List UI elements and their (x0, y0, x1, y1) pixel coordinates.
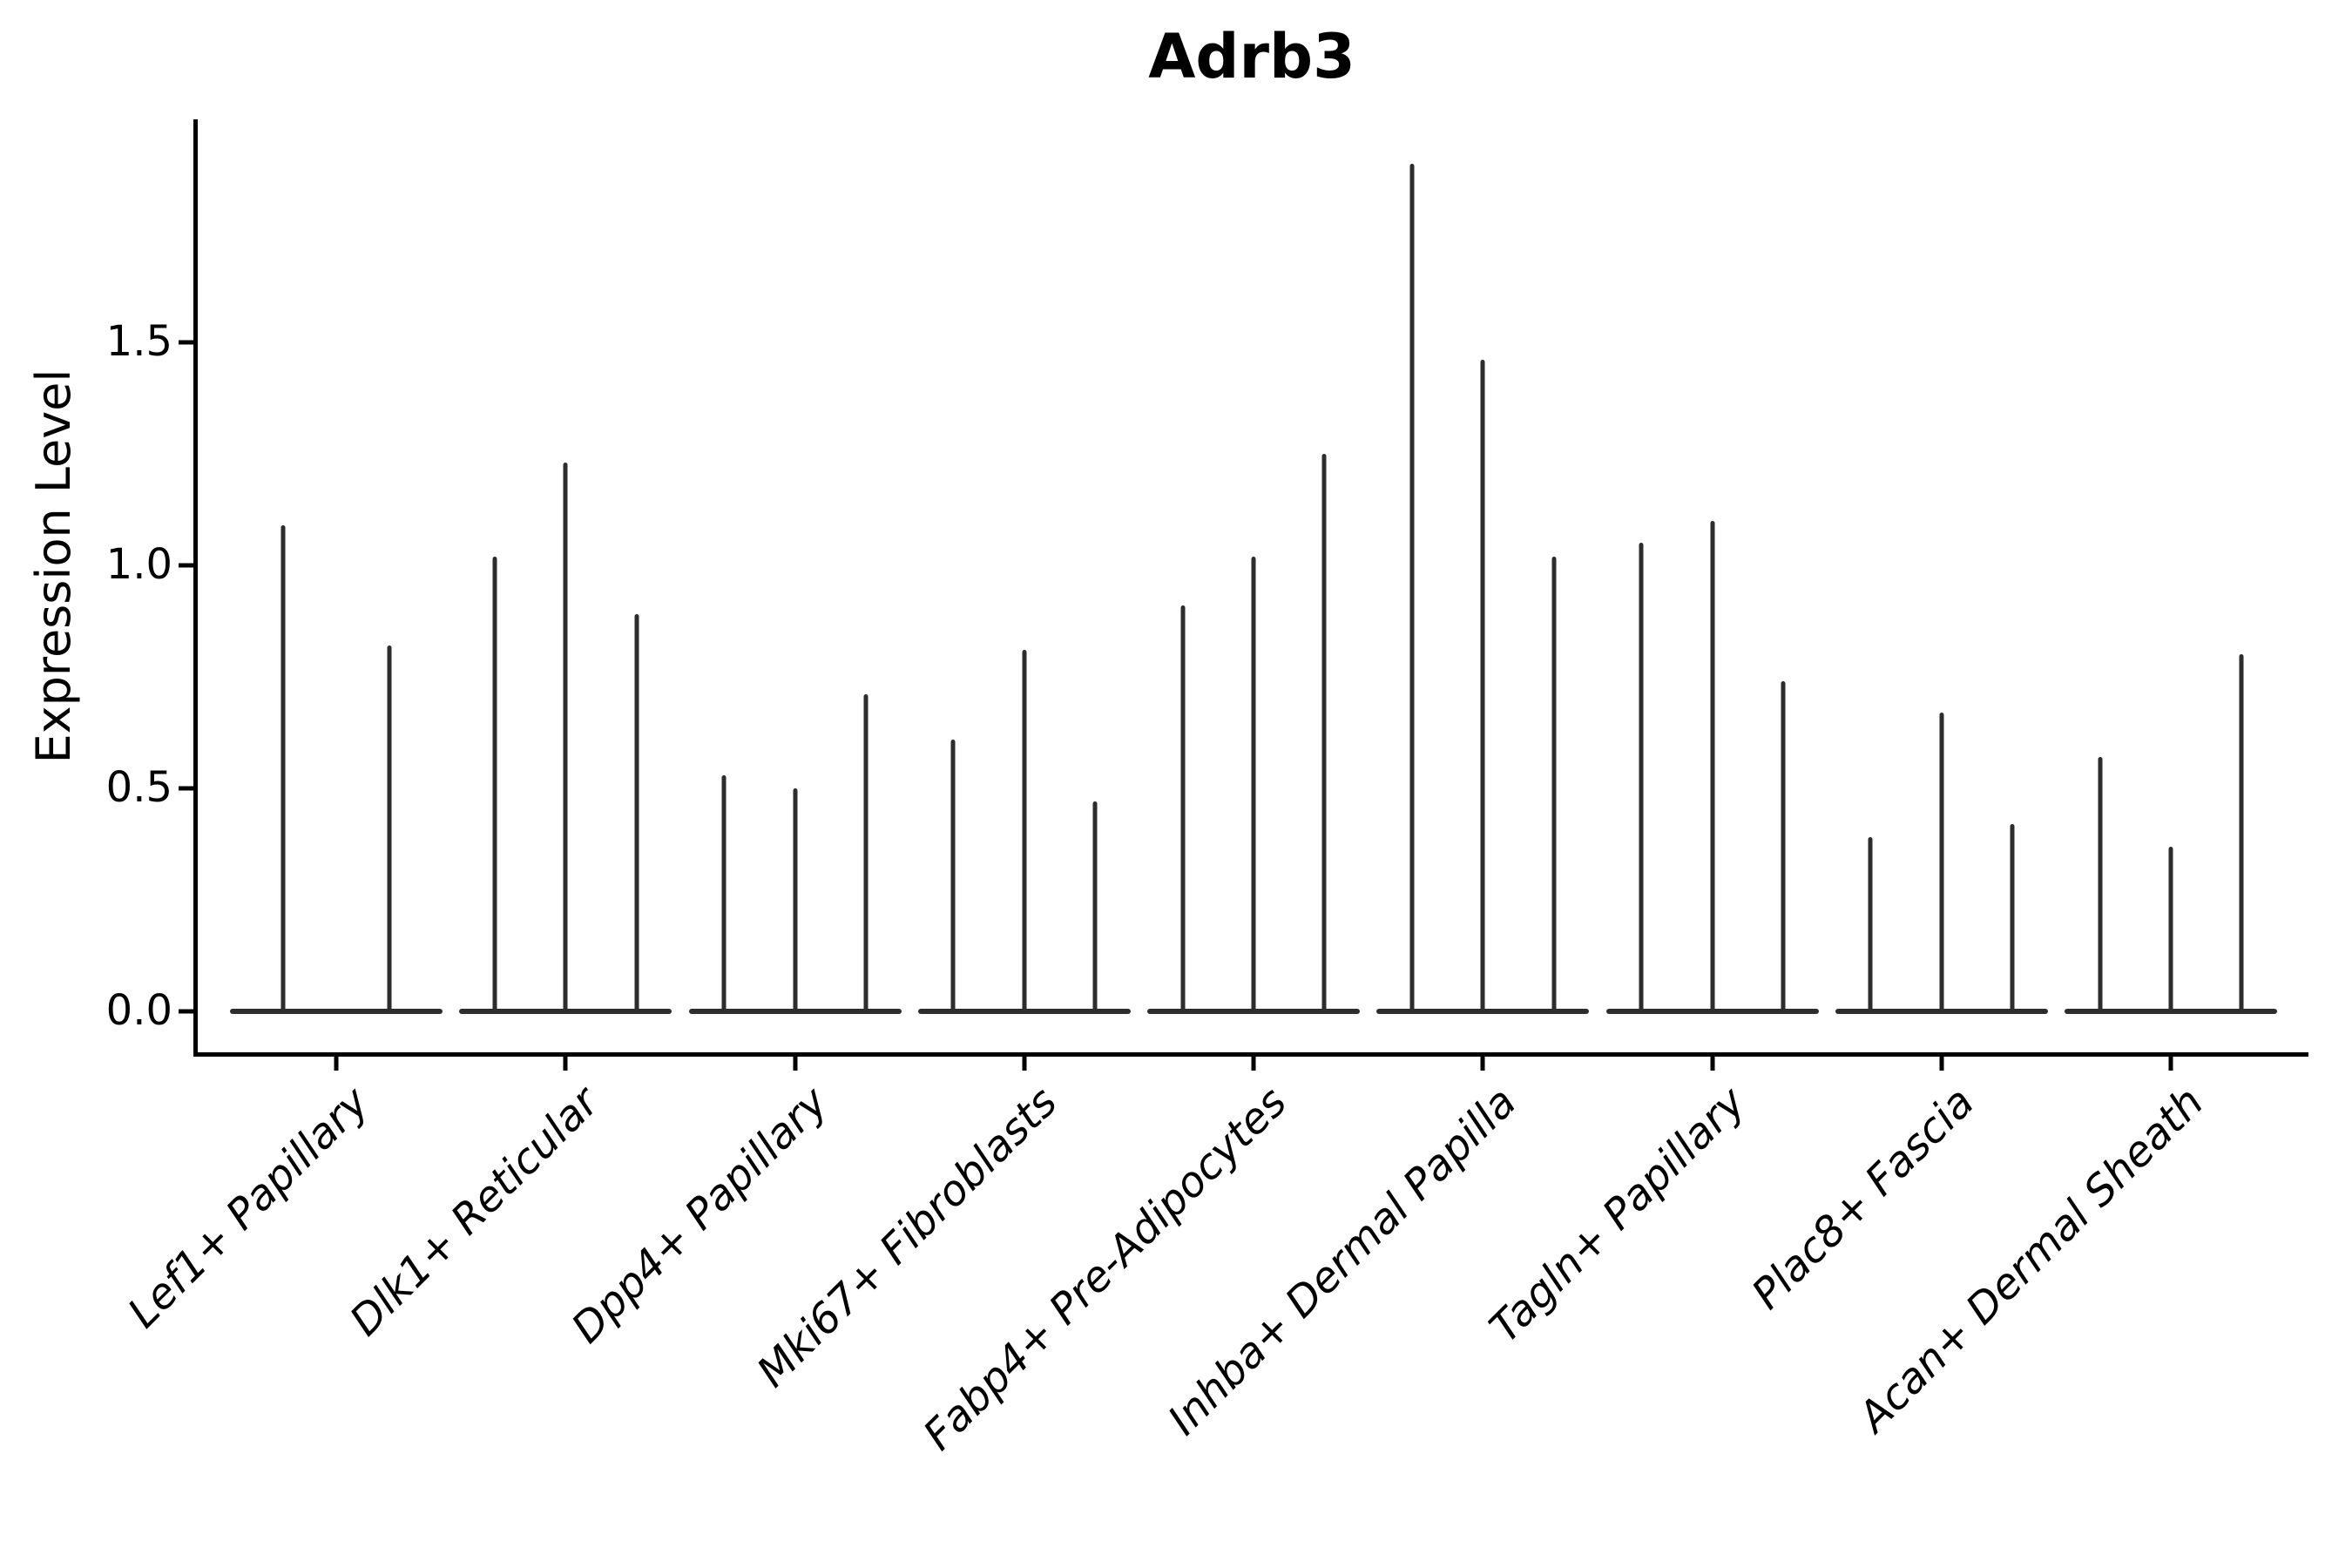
y-tick-mark (179, 1009, 193, 1014)
x-tick-mark (793, 1057, 797, 1071)
violin-body-baseline (230, 1009, 443, 1014)
y-tick-mark (179, 340, 193, 345)
violin-spike (2098, 757, 2103, 1014)
x-tick-label: Dpp4+ Papillary (562, 1078, 838, 1353)
y-tick-label: 1.5 (105, 317, 172, 367)
x-tick-mark (1022, 1057, 1027, 1071)
x-axis-spine (193, 1052, 2308, 1057)
violin-spike (1480, 360, 1485, 1014)
y-axis-label: Expression Level (26, 368, 81, 764)
y-axis-spine (193, 119, 198, 1057)
x-tick-label: Tagln+ Papillary (1480, 1078, 1755, 1353)
violin-spike (1781, 681, 1786, 1014)
violin-spike (1321, 454, 1327, 1014)
violin-spike (2168, 846, 2173, 1014)
x-tick-label: Plac8+ Fascia (1742, 1078, 1984, 1319)
violin-spike (1939, 712, 1944, 1014)
y-tick-label: 1.0 (105, 540, 172, 590)
violin-spike (2239, 654, 2244, 1014)
violin-spike (793, 788, 797, 1014)
violin-spike (1251, 556, 1256, 1014)
violin-spike (563, 463, 568, 1014)
chart-title: Adrb3 (1148, 21, 1355, 92)
x-tick-mark (1480, 1057, 1485, 1071)
y-tick-mark (179, 563, 193, 568)
x-tick-mark (334, 1057, 339, 1071)
x-tick-label: Dlk1+ Reticular (340, 1078, 609, 1346)
y-tick-label: 0.5 (105, 763, 172, 813)
x-tick-mark (1939, 1057, 1944, 1071)
violin-spike (1022, 650, 1027, 1014)
violin-spike (1868, 837, 1873, 1014)
violin-spike (1710, 520, 1714, 1014)
x-tick-mark (1251, 1057, 1256, 1071)
x-tick-mark (2168, 1057, 2173, 1071)
violin-spike (1551, 556, 1557, 1014)
violin-spike (492, 556, 497, 1014)
violin-spike (1092, 801, 1098, 1014)
violin-spike (280, 524, 286, 1014)
violin-spike (863, 694, 868, 1014)
violin-spike (1180, 605, 1186, 1014)
violin-spike (1409, 164, 1415, 1014)
violin-spike (634, 614, 639, 1014)
violin-spike (387, 645, 392, 1014)
x-tick-mark (1710, 1057, 1714, 1071)
y-tick-mark (179, 786, 193, 791)
y-tick-label: 0.0 (105, 986, 172, 1036)
x-tick-label: Lef1+ Papillary (118, 1078, 379, 1338)
x-tick-mark (563, 1057, 568, 1071)
violin-spike (1639, 543, 1644, 1014)
violin-spike (950, 739, 956, 1014)
violin-spike (2010, 823, 2015, 1014)
violin-spike (721, 774, 727, 1014)
